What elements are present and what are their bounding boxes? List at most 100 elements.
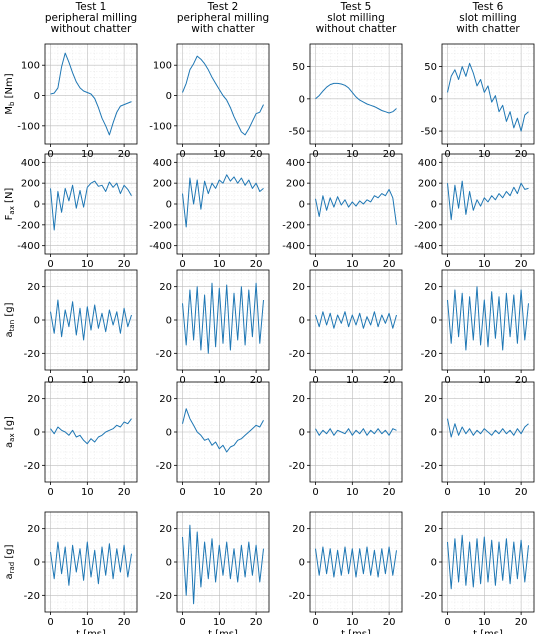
x-tick-label: 10 <box>478 617 491 628</box>
column-title-line: with chatter <box>191 23 255 35</box>
y-tick-label: 20 <box>27 524 40 535</box>
x-tick-label: 10 <box>81 375 94 386</box>
y-tick-label: -20 <box>24 461 40 472</box>
y-tick-label: -20 <box>289 349 305 360</box>
x-tick-label: 20 <box>250 259 263 270</box>
x-tick-label: 20 <box>383 617 396 628</box>
x-tick-label: 10 <box>81 487 94 498</box>
x-tick-label: 0 <box>312 375 318 386</box>
y-tick-label: 0 <box>431 558 437 569</box>
row-axis-labels: Mb [Nm]Fax [N]atan [g]aax [g]arad [g] <box>4 73 16 579</box>
ylabel-symbol: a <box>4 573 15 579</box>
y-tick-label: 20 <box>292 394 305 405</box>
y-tick-label: -400 <box>282 241 305 252</box>
ylabel-unit: [g] <box>4 544 15 561</box>
x-tick-label: 0 <box>179 487 185 498</box>
x-tick-label: 10 <box>346 617 359 628</box>
x-tick-label: 10 <box>478 487 491 498</box>
series-line <box>315 311 397 329</box>
y-tick-label: 20 <box>159 282 172 293</box>
x-tick-label: 20 <box>250 617 263 628</box>
column-title-line: Test 5 <box>340 1 372 13</box>
x-tick-label: 10 <box>346 375 359 386</box>
series-line <box>182 408 264 453</box>
y-tick-label: 0 <box>431 200 437 211</box>
subplot-r4-c0: -20 0 20 0 10 20 <box>24 511 138 628</box>
x-tick-label: 20 <box>515 617 528 628</box>
series-line <box>182 282 264 354</box>
series-line <box>50 52 132 136</box>
y-tick-label: 100 <box>21 61 40 72</box>
row-ylabel: Fax [N] <box>4 188 16 221</box>
column-title-line: without chatter <box>316 23 397 35</box>
ylabel-symbol: F <box>4 214 15 220</box>
ylabel-unit: [Nm] <box>4 73 15 101</box>
y-tick-label: 400 <box>21 158 40 169</box>
subplot-r3-c0: -20 0 20 0 10 20 <box>24 381 138 498</box>
subplot-r4-c3: -20 0 20 0 10 20 <box>421 511 535 628</box>
x-tick-label: 20 <box>250 487 263 498</box>
y-tick-label: -20 <box>421 461 437 472</box>
series-line <box>50 299 132 341</box>
column-title-line: slot milling <box>327 12 384 24</box>
x-tick-label: 20 <box>118 375 131 386</box>
x-axis-label: t [ms] <box>341 629 371 634</box>
x-tick-label: 0 <box>179 617 185 628</box>
series-line <box>447 534 529 590</box>
subplot-r4-c1: -20 0 20 0 10 20 <box>156 511 270 628</box>
y-tick-label: 200 <box>21 179 40 190</box>
subplot-r1-c2: -400 -200 0 200 400 0 10 20 <box>282 153 403 270</box>
x-tick-label: 20 <box>250 375 263 386</box>
x-tick-label: 0 <box>47 617 53 628</box>
y-tick-label: -400 <box>17 241 40 252</box>
y-tick-label: -20 <box>156 349 172 360</box>
x-tick-label: 20 <box>118 617 131 628</box>
y-tick-label: -200 <box>414 220 437 231</box>
ylabel-symbol: M <box>4 106 15 115</box>
y-tick-label: 20 <box>159 394 172 405</box>
row-ylabel: atan [g] <box>4 302 16 337</box>
x-tick-label: 0 <box>179 375 185 386</box>
x-tick-label: 0 <box>312 487 318 498</box>
y-tick-label: -20 <box>421 591 437 602</box>
y-tick-label: 0 <box>166 316 172 327</box>
y-tick-label: 0 <box>34 558 40 569</box>
column-title-line: with chatter <box>456 23 520 35</box>
x-tick-label: 20 <box>515 375 528 386</box>
y-tick-label: 0 <box>34 428 40 439</box>
y-tick-label: -50 <box>421 127 437 138</box>
y-tick-label: 0 <box>299 200 305 211</box>
series-line <box>315 82 397 114</box>
column-title-line: peripheral milling <box>177 12 269 24</box>
x-tick-label: 0 <box>47 375 53 386</box>
column-title-line: Test 2 <box>207 1 239 13</box>
y-tick-label: -200 <box>149 220 172 231</box>
row-ylabel: arad [g] <box>4 544 16 579</box>
subplot-r3-c3: -20 0 20 0 10 20 <box>421 381 535 498</box>
y-tick-label: 0 <box>299 558 305 569</box>
series-line <box>447 62 529 132</box>
x-tick-label: 0 <box>444 487 450 498</box>
y-tick-label: 200 <box>418 179 437 190</box>
x-tick-label: 10 <box>478 375 491 386</box>
series-line <box>50 180 132 231</box>
x-tick-label: 20 <box>118 487 131 498</box>
y-tick-label: 50 <box>424 62 437 73</box>
ylabel-subscript: rad <box>8 562 16 574</box>
y-tick-label: 0 <box>34 200 40 211</box>
y-tick-label: -20 <box>156 591 172 602</box>
y-tick-label: -20 <box>289 591 305 602</box>
ylabel-subscript: ax <box>8 433 16 441</box>
column-title-line: peripheral milling <box>45 12 137 24</box>
x-tick-label: 0 <box>312 259 318 270</box>
x-tick-label: 10 <box>81 617 94 628</box>
series-line <box>315 546 397 578</box>
y-tick-label: 400 <box>286 158 305 169</box>
y-tick-label: 20 <box>27 394 40 405</box>
subplot-r1-c0: -400 -200 0 200 400 0 10 20 <box>17 153 138 270</box>
y-tick-label: -20 <box>156 461 172 472</box>
y-tick-label: 50 <box>292 62 305 73</box>
y-tick-label: 20 <box>159 524 172 535</box>
